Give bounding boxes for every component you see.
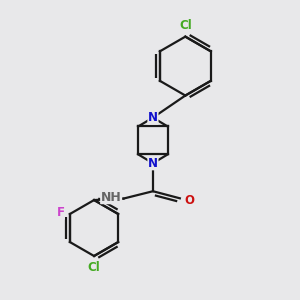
Text: NH: NH xyxy=(101,190,122,204)
Text: Cl: Cl xyxy=(88,261,100,274)
Text: O: O xyxy=(185,194,195,207)
Text: N: N xyxy=(148,157,158,170)
Text: F: F xyxy=(56,206,64,219)
Text: N: N xyxy=(148,111,158,124)
Text: Cl: Cl xyxy=(179,19,192,32)
